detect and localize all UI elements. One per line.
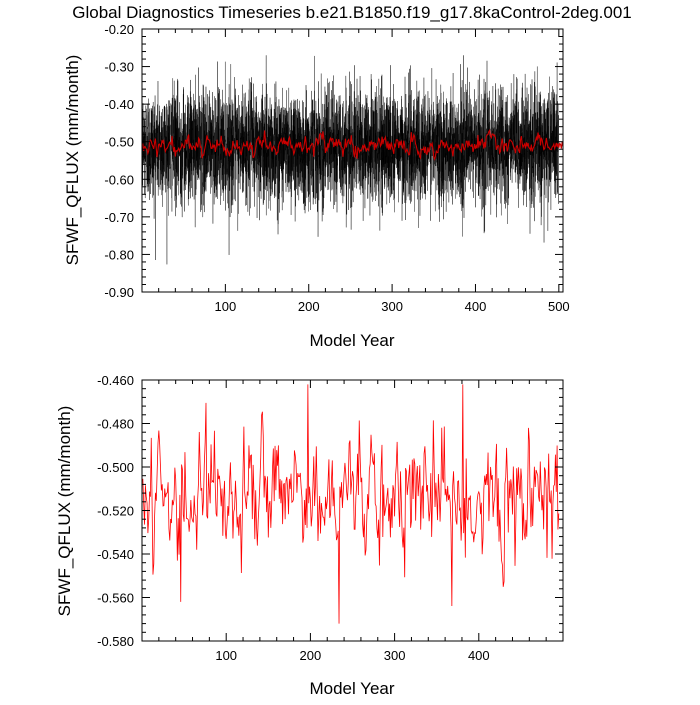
bottom-chart-annual-series-line [142, 384, 560, 624]
top-chart-series-group [142, 55, 563, 265]
bottom-chart-y-tick-label: -0.500 [97, 460, 134, 475]
bottom-chart-y-tick-label: -0.520 [97, 504, 134, 519]
top-chart-y-tick-label: -0.40 [104, 97, 134, 112]
top-chart-y-tick-label: -0.90 [104, 285, 134, 300]
top-chart-monthly-series-line [142, 55, 559, 265]
bottom-chart-y-tick-label: -0.460 [97, 373, 134, 388]
figure-title: Global Diagnostics Timeseries b.e21.B185… [72, 3, 631, 22]
bottom-chart-y-tick-label: -0.480 [97, 417, 134, 432]
top-chart-y-tick-label: -0.80 [104, 247, 134, 262]
bottom-chart-y-tick-label: -0.560 [97, 591, 134, 606]
top-chart-x-tick-label: 500 [548, 299, 570, 314]
top-chart-annual-series-line [142, 128, 563, 161]
bottom-chart-y-tick-label: -0.580 [97, 634, 134, 649]
top-chart-axes: 100 200 300 400 500 -0.20 -0.30 -0.40 -0.50 -0.60… [104, 22, 569, 314]
bottom-chart-y-tick-label: -0.540 [97, 547, 134, 562]
bottom-chart-x-tick-label: 400 [468, 648, 490, 663]
bottom-chart-x-tick-label: 300 [384, 648, 406, 663]
top-chart-y-tick-label: -0.50 [104, 135, 134, 150]
top-chart-y-tick-label: -0.70 [104, 210, 134, 225]
bottom-chart-x-tick-label: 200 [300, 648, 322, 663]
top-chart-x-tick-label: 300 [381, 299, 403, 314]
bottom-chart-x-tick-label: 100 [215, 648, 237, 663]
top-chart-y-tick-label: -0.60 [104, 172, 134, 187]
bottom-chart-axes: 100 200 300 400 -0.460 -0.480 -0.500 -0.520 -0.5… [97, 373, 564, 663]
bottom-chart-x-axis-title: Model Year [309, 679, 394, 698]
top-chart-x-axis-title: Model Year [309, 331, 394, 350]
top-chart-x-tick-label: 200 [298, 299, 320, 314]
top-chart-y-tick-label: -0.30 [104, 60, 134, 75]
top-chart-x-tick-label: 100 [215, 299, 237, 314]
top-chart-y-axis-title: SFWF_QFLUX (mm/month) [63, 55, 82, 266]
bottom-chart-y-axis-title: SFWF_QFLUX (mm/month) [55, 406, 74, 617]
top-chart-panel: 100 200 300 400 500 -0.20 -0.30 -0.40 -0.50 -0.60… [63, 22, 570, 350]
top-chart-y-tick-label: -0.20 [104, 22, 134, 37]
bottom-chart-panel: 100 200 300 400 -0.460 -0.480 -0.500 -0.520 -0.5… [55, 373, 564, 698]
top-chart-x-tick-label: 400 [465, 299, 487, 314]
bottom-chart-series-group [142, 384, 560, 624]
top-chart-plot-frame [141, 28, 564, 293]
